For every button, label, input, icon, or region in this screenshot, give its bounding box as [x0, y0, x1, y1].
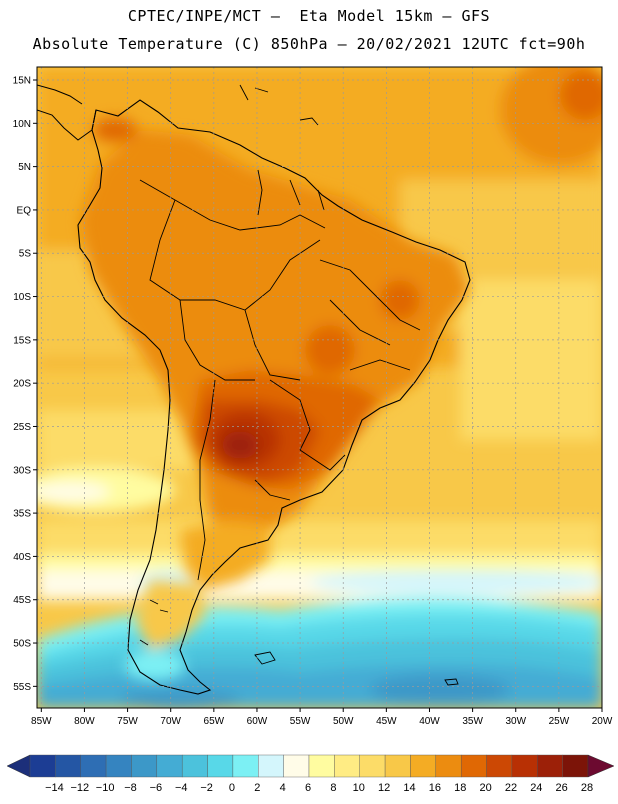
colorbar-swatch — [562, 754, 589, 778]
graticule — [37, 67, 602, 708]
colorbar-low-cap — [6, 754, 31, 778]
colorbar-label: −4 — [175, 782, 188, 794]
colorbar-swatch — [80, 754, 107, 778]
central-america-coastline — [37, 84, 97, 141]
colorbar-label: 0 — [229, 782, 235, 794]
lon-label: 20W — [592, 716, 613, 727]
lon-label: 75W — [117, 716, 138, 727]
colorbar-label: 10 — [353, 782, 365, 794]
lon-label: 85W — [31, 716, 52, 727]
colorbar-swatch — [486, 754, 513, 778]
longitude-axis: 85W 80W 75W 70W 65W 60W 55W 50W 45W 40W 35W 30W 25W 2… — [31, 708, 613, 727]
colorbar-swatch — [460, 754, 487, 778]
colorbar-label: 4 — [280, 782, 286, 794]
colorbar-label: 12 — [378, 782, 390, 794]
colorbar-label: 20 — [479, 782, 491, 794]
colorbar-swatch — [359, 754, 386, 778]
colorbar-label: 2 — [254, 782, 260, 794]
colorbar-swatch — [105, 754, 132, 778]
colorbar-swatch — [308, 754, 335, 778]
colorbar-swatch — [334, 754, 360, 778]
colorbar-swatch — [258, 754, 284, 778]
lat-label: EQ — [17, 205, 32, 216]
lat-label: 35S — [13, 509, 31, 520]
colorbar-swatch — [384, 754, 411, 778]
colorbar-label: 24 — [530, 782, 542, 794]
lat-label: 5N — [18, 162, 31, 173]
latitude-axis: 15N 10N 5N EQ 5S 10S 15S 20S 25S 30S 35S 40S 45S 50S 5… — [13, 75, 37, 693]
colorbar-swatch — [181, 754, 208, 778]
colorbar — [6, 754, 615, 778]
colorbar-swatch — [55, 754, 81, 778]
islands — [139, 84, 459, 686]
colorbar-swatch — [511, 754, 538, 778]
colorbar-high-cap — [587, 754, 615, 778]
map-frame — [36, 66, 603, 709]
lon-label: 35W — [462, 716, 483, 727]
lat-label: 15N — [13, 75, 31, 86]
lat-label: 30S — [13, 465, 31, 476]
lon-label: 40W — [419, 716, 440, 727]
colorbar-label: 16 — [429, 782, 441, 794]
colorbar-swatch — [283, 754, 310, 778]
title-line-1: CPTEC/INPE/MCT – Eta Model 15km – GFS — [127, 7, 491, 25]
colorbar-swatch — [207, 754, 234, 778]
title-line-2: Absolute Temperature (C) 850hPa – 20/02/… — [32, 35, 586, 53]
colorbar-label: −12 — [70, 782, 89, 794]
lat-label: 25S — [13, 422, 31, 433]
temperature-field — [37, 67, 602, 708]
colorbar-swatch — [232, 754, 259, 778]
lon-label: 25W — [549, 716, 570, 727]
lon-label: 55W — [290, 716, 311, 727]
colorbar-label: −8 — [124, 782, 137, 794]
lat-label: 40S — [13, 552, 31, 563]
lon-label: 70W — [160, 716, 181, 727]
colorbar-label: 14 — [403, 782, 415, 794]
lat-label: 50S — [13, 639, 31, 650]
south-america-coastline — [77, 99, 471, 695]
colorbar-swatch — [537, 754, 563, 778]
colorbar-label: 6 — [305, 782, 311, 794]
lat-label: 55S — [13, 682, 31, 693]
lat-label: 45S — [13, 595, 31, 606]
lat-label: 15S — [13, 335, 31, 346]
lat-label: 5S — [19, 249, 32, 260]
country-borders — [139, 169, 421, 581]
colorbar-label: 18 — [454, 782, 466, 794]
lon-label: 30W — [505, 716, 526, 727]
colorbar-label: −2 — [200, 782, 213, 794]
colorbar-labels: −14 −12 −10 −8 −6 −4 −2 0 2 4 6 8 10 12 14 16 18 20 22 24 26… — [45, 782, 593, 794]
lon-label: 80W — [74, 716, 95, 727]
lat-label: 10N — [13, 119, 31, 130]
lon-label: 65W — [204, 716, 225, 727]
lat-label: 20S — [13, 379, 31, 390]
colorbar-label: 22 — [505, 782, 517, 794]
colorbar-label: 8 — [330, 782, 336, 794]
lat-label: 10S — [13, 292, 31, 303]
colorbar-swatch — [29, 754, 56, 778]
colorbar-label: −10 — [96, 782, 115, 794]
lon-label: 60W — [247, 716, 268, 727]
colorbar-label: 26 — [556, 782, 568, 794]
colorbar-swatch — [156, 754, 183, 778]
colorbar-label: −14 — [45, 782, 64, 794]
lon-label: 50W — [333, 716, 354, 727]
colorbar-swatch — [131, 754, 158, 778]
colorbar-swatch — [410, 754, 437, 778]
colorbar-label: 28 — [581, 782, 593, 794]
colorbar-swatch — [435, 754, 462, 778]
colorbar-label: −6 — [150, 782, 163, 794]
lon-label: 45W — [376, 716, 397, 727]
